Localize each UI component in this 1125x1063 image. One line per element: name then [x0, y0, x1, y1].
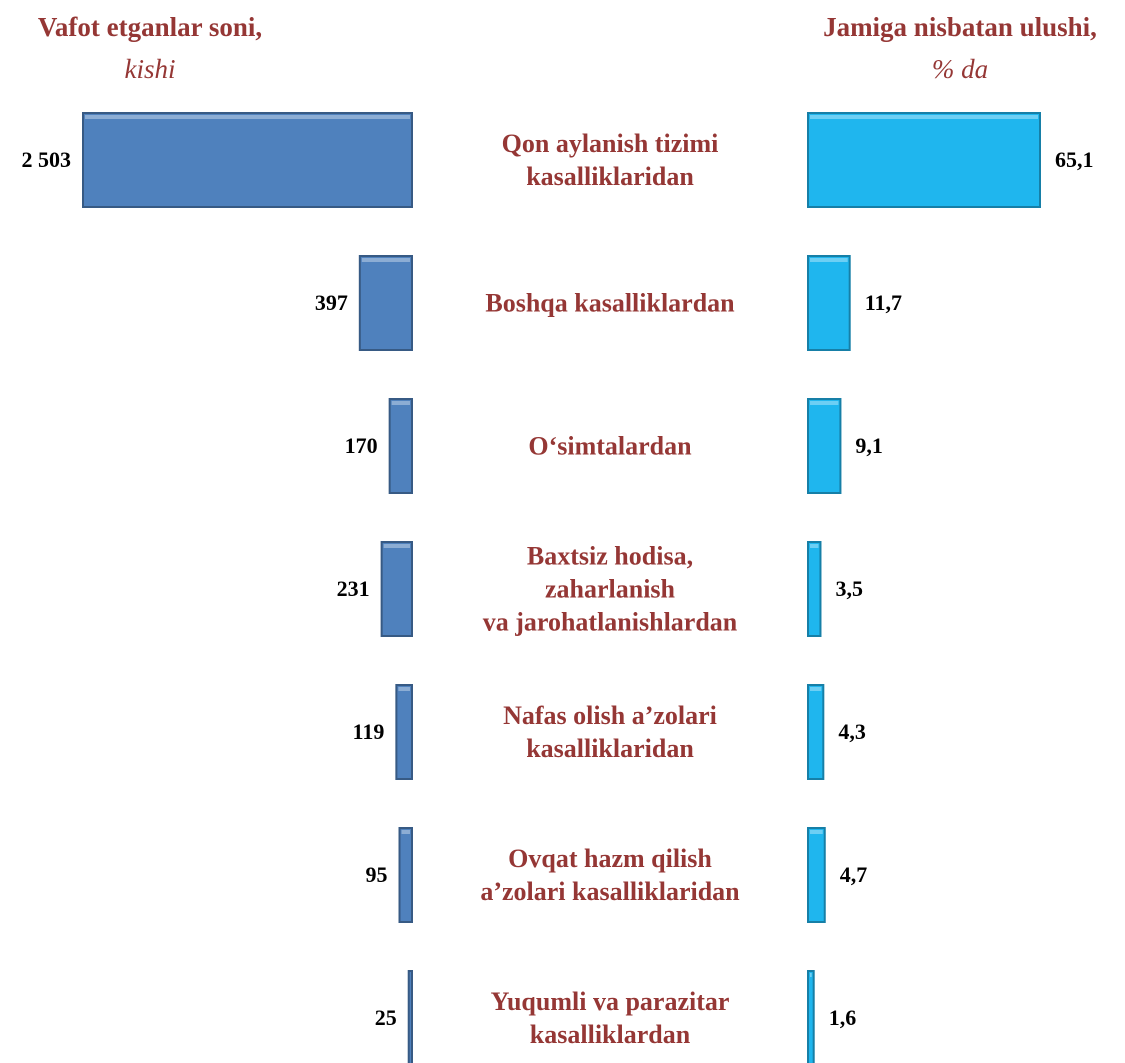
bar — [388, 398, 414, 494]
bar — [395, 684, 413, 780]
left-title: Vafot etganlar soni, — [38, 12, 262, 42]
bar-highlight — [810, 115, 1038, 119]
category-label: Ovqat hazm qilish a’zolari kasalliklarid… — [480, 844, 740, 906]
bar-highlight — [361, 258, 410, 262]
bar-highlight — [398, 687, 410, 691]
value-label: 119 — [353, 719, 385, 744]
value-label: 170 — [345, 433, 378, 458]
value-label: 4,7 — [840, 862, 868, 887]
value-label: 95 — [366, 862, 388, 887]
bar — [807, 398, 842, 494]
bar — [807, 827, 826, 923]
category-label: Qon aylanish tizimi kasalliklaridan — [501, 129, 719, 191]
category-label: Boshqa kasalliklardan — [485, 288, 735, 318]
value-label: 9,1 — [855, 433, 883, 458]
value-label: 1,6 — [829, 1005, 857, 1030]
bar-highlight — [401, 830, 410, 834]
bar — [407, 970, 413, 1063]
left-subtitle: kishi — [125, 54, 176, 84]
bar-highlight — [810, 973, 812, 977]
category-label: Nafas olish a’zolari kasalliklaridan — [503, 701, 717, 763]
bar — [398, 827, 413, 923]
category-label: Baxtsiz hodisa, zaharlanish va jarohatla… — [482, 541, 738, 637]
bar — [807, 541, 822, 637]
category-label: Yuqumli va parazitar kasalliklardan — [490, 987, 730, 1049]
value-label: 231 — [337, 576, 370, 601]
bar — [807, 112, 1041, 208]
bar-highlight — [810, 258, 848, 262]
bar-highlight — [810, 830, 823, 834]
bar-highlight — [810, 401, 839, 405]
bar — [358, 255, 413, 351]
value-label: 11,7 — [865, 290, 902, 315]
bar — [807, 970, 815, 1063]
bar-highlight — [85, 115, 410, 119]
value-label: 397 — [315, 290, 348, 315]
bar-highlight — [383, 544, 410, 548]
value-label: 4,3 — [838, 719, 866, 744]
bar-highlight — [810, 687, 822, 691]
bar-highlight — [810, 544, 819, 548]
value-label: 25 — [375, 1005, 397, 1030]
bar — [807, 255, 851, 351]
value-label: 3,5 — [835, 576, 863, 601]
category-label: O‘simtalardan — [528, 431, 692, 461]
bar — [807, 684, 825, 780]
right-title: Jamiga nisbatan ulushi, — [823, 12, 1097, 42]
bar — [82, 112, 413, 208]
right-subtitle: % da — [932, 54, 988, 84]
bar-highlight — [391, 401, 410, 405]
bar — [380, 541, 414, 637]
value-label: 65,1 — [1055, 147, 1094, 172]
value-label: 2 503 — [22, 147, 72, 172]
